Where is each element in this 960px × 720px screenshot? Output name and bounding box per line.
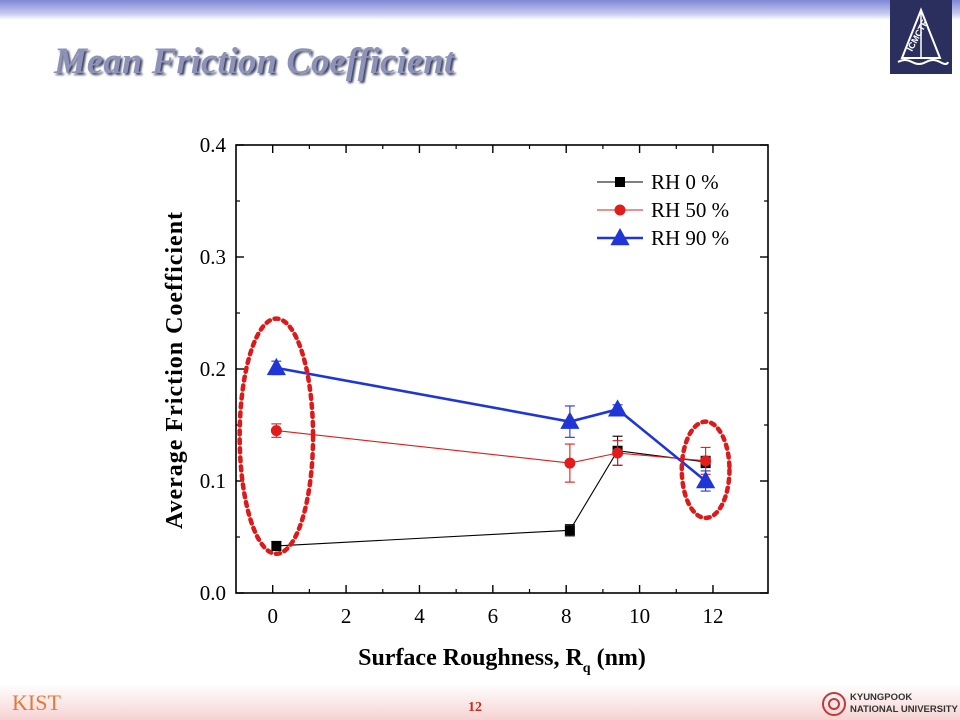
series-line bbox=[276, 366, 707, 483]
highlight-ellipse bbox=[679, 419, 732, 521]
marker-triangle bbox=[610, 228, 630, 246]
marker-triangle bbox=[560, 411, 580, 429]
y-tick-label: 0.2 bbox=[200, 357, 226, 381]
series-line bbox=[276, 430, 706, 464]
axis-ticks: 0 2 4 6 8 10 12 0.0 0.1 0.2 0.3 0.4 bbox=[200, 133, 768, 628]
marker-square bbox=[564, 525, 575, 536]
legend-label: RH 90 % bbox=[651, 226, 729, 250]
marker-square bbox=[271, 540, 282, 551]
legend-label: RH 50 % bbox=[651, 198, 729, 222]
x-axis-label: Surface Roughness, Rq (nm) bbox=[358, 645, 646, 676]
series-triangle bbox=[266, 357, 716, 492]
series-circle bbox=[270, 423, 712, 483]
x-axis-label-main: Surface Roughness, R bbox=[358, 645, 583, 671]
y-tick-label: 0.4 bbox=[200, 133, 227, 157]
legend-label: RH 0 % bbox=[651, 170, 719, 194]
x-tick-label: 2 bbox=[341, 604, 352, 628]
highlight-ellipse bbox=[237, 316, 316, 557]
x-axis-label-sub: q bbox=[583, 661, 591, 676]
marker-circle bbox=[270, 425, 282, 437]
kyungpook-university-logo: KYUNGPOOK NATIONAL UNIVERSITY bbox=[818, 690, 960, 720]
marker-square bbox=[615, 177, 625, 187]
univ-line-1: KYUNGPOOK bbox=[850, 692, 913, 703]
annotation-layer bbox=[237, 316, 732, 557]
x-tick-label: 10 bbox=[629, 604, 650, 628]
marker-circle bbox=[700, 455, 712, 467]
y-axis-label: Average Friction Coefficient bbox=[162, 211, 188, 529]
bottom-gradient-band bbox=[0, 684, 960, 720]
marker-triangle bbox=[607, 399, 628, 417]
y-tick-label: 0.1 bbox=[200, 469, 226, 493]
x-tick-label: 4 bbox=[414, 604, 425, 628]
y-tick-label: 0.3 bbox=[200, 245, 226, 269]
series-line bbox=[276, 450, 706, 547]
top-gradient-band bbox=[0, 0, 960, 20]
kist-logo: KIST bbox=[12, 690, 61, 715]
marker-circle bbox=[612, 447, 624, 459]
slide-title: Mean Friction Coefficient bbox=[54, 41, 455, 82]
univ-line-2: NATIONAL UNIVERSITY bbox=[850, 704, 958, 715]
icmctf-logo: ICMCTF bbox=[890, 0, 952, 74]
series-layer bbox=[266, 357, 716, 551]
x-tick-label: 8 bbox=[561, 604, 572, 628]
x-axis-label-unit: (nm) bbox=[591, 645, 646, 671]
kist-logo-lettering: KIST bbox=[12, 690, 61, 715]
x-tick-label: 12 bbox=[702, 604, 723, 628]
marker-circle bbox=[564, 457, 576, 469]
chart-legend: RH 0 % RH 50 % RH 90 % bbox=[597, 170, 729, 250]
marker-triangle bbox=[266, 357, 286, 376]
marker-triangle bbox=[696, 471, 716, 489]
y-tick-label: 0.0 bbox=[200, 581, 226, 605]
x-tick-label: 6 bbox=[488, 604, 499, 628]
series-square bbox=[271, 435, 711, 551]
page-number: 12 bbox=[468, 700, 482, 715]
x-tick-label: 0 bbox=[267, 604, 278, 628]
marker-circle bbox=[614, 204, 626, 216]
